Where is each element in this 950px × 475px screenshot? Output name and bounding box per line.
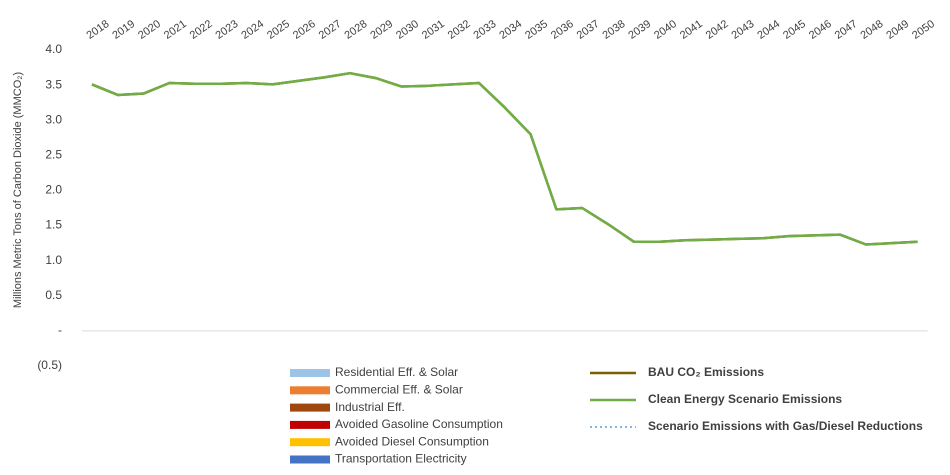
x-tick-label: 2031 <box>420 18 447 42</box>
line <box>91 71 918 246</box>
legend-label: BAU CO₂ Emissions <box>648 365 764 379</box>
x-tick-label: 2043 <box>730 18 757 42</box>
legend-label: Clean Energy Scenario Emissions <box>648 392 842 406</box>
y-tick-label: 3.5 <box>45 77 62 91</box>
x-tick-label: 2046 <box>807 18 834 42</box>
legend-swatch <box>290 403 330 412</box>
x-tick-label: 2038 <box>601 18 628 42</box>
x-tick-label: 2041 <box>678 18 705 42</box>
x-tick-label: 2050 <box>910 18 937 42</box>
y-tick-label: 1.0 <box>45 253 62 267</box>
x-tick-label: 2026 <box>291 18 318 42</box>
x-tick-label: 2018 <box>85 18 112 42</box>
x-tick-label: 2049 <box>884 18 911 42</box>
line <box>91 71 918 246</box>
y-tick-label: 3.0 <box>45 112 62 126</box>
y-tick-label: - <box>58 323 62 337</box>
legend-swatch <box>290 438 330 447</box>
y-tick-label: (0.5) <box>37 358 62 372</box>
legend-swatch <box>290 369 330 377</box>
x-tick-label: 2044 <box>755 18 782 42</box>
x-tick-label: 2022 <box>188 18 215 42</box>
legend-swatch <box>290 420 330 429</box>
legend-label: Scenario Emissions with Gas/Diesel Reduc… <box>648 419 923 433</box>
x-tick-label: 2037 <box>575 18 602 42</box>
x-tick-label: 2021 <box>162 18 189 42</box>
x-tick-label: 2035 <box>523 18 550 42</box>
x-tick-label: 2023 <box>214 18 241 42</box>
x-tick-label: 2047 <box>833 18 860 42</box>
legend-swatch <box>290 455 330 464</box>
legend-label: Avoided Diesel Consumption <box>335 434 489 448</box>
x-tick-label: 2048 <box>859 18 886 42</box>
y-tick-label: 0.5 <box>45 288 62 302</box>
x-tick-label: 2029 <box>368 18 395 42</box>
x-tick-label: 2032 <box>446 18 473 42</box>
x-tick-label: 2042 <box>704 18 731 42</box>
x-tick-label: 2020 <box>136 18 163 42</box>
legend-label: Avoided Gasoline Consumption <box>335 417 503 431</box>
y-tick-label: 2.0 <box>45 183 62 197</box>
legend-label: Transportation Electricity <box>335 452 467 466</box>
x-tick-label: 2027 <box>317 18 344 42</box>
x-tick-label: 2034 <box>497 18 524 42</box>
x-tick-label: 2028 <box>343 18 370 42</box>
legend-swatch <box>290 386 330 395</box>
x-tick-label: 2033 <box>472 18 499 42</box>
x-tick-label: 2036 <box>549 18 576 42</box>
x-tick-label: 2019 <box>110 18 137 42</box>
x-tick-label: 2030 <box>394 18 421 42</box>
legend-label: Residential Eff. & Solar <box>335 365 458 379</box>
legend-label: Industrial Eff. <box>335 400 405 414</box>
y-tick-label: 2.5 <box>45 148 62 162</box>
x-tick-label: 2024 <box>239 18 266 42</box>
x-tick-label: 2039 <box>626 18 653 42</box>
y-axis-label: Millions Metric Tons of Carbon Dioxide (… <box>12 72 24 308</box>
x-tick-label: 2045 <box>781 18 808 42</box>
y-tick-label: 4.0 <box>45 42 62 56</box>
y-tick-label: 1.5 <box>45 218 62 232</box>
x-tick-label: 2040 <box>652 18 679 42</box>
line <box>91 72 918 246</box>
legend-label: Commercial Eff. & Solar <box>335 382 463 396</box>
x-tick-label: 2025 <box>265 18 292 42</box>
